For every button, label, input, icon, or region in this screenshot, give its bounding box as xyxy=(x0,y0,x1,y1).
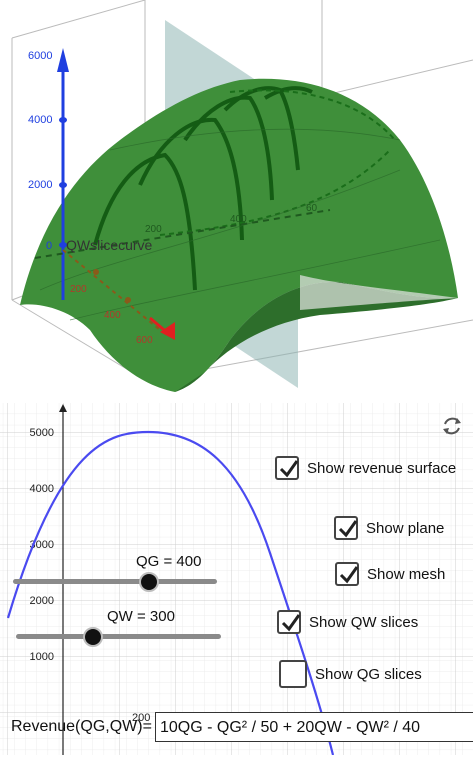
2d-graphics-view[interactable]: 5000 4000 3000 2000 1000 200 xyxy=(0,403,473,756)
z-tick-label: 0 xyxy=(46,240,52,252)
3d-scene: 6000 4000 2000 0 200 400 600 200 400 60 … xyxy=(11,0,473,392)
checkbox-label: Show revenue surface xyxy=(307,459,457,477)
y-tick-label: 400 xyxy=(230,214,247,225)
qw-slider-track[interactable] xyxy=(16,634,221,639)
checkbox-box[interactable] xyxy=(275,456,299,480)
x-tick-label: 400 xyxy=(104,310,121,321)
qg-slider-track[interactable] xyxy=(13,579,217,584)
checkbox-show-qw-slices[interactable]: Show QW slices xyxy=(277,610,418,634)
checkbox-label: Show mesh xyxy=(367,565,446,583)
checkbox-show-plane[interactable]: Show plane xyxy=(334,516,444,540)
x-axis-ticks xyxy=(93,269,131,303)
checkbox-label: Show QG slices xyxy=(315,665,422,683)
refresh-icon[interactable] xyxy=(440,414,464,438)
function-input[interactable]: 10QG - QG² / 50 + 20QW - QW² / 40 xyxy=(155,712,473,742)
x-tick-label: 200 xyxy=(70,284,87,295)
y-axis-dashed xyxy=(34,209,331,259)
view-divider[interactable] xyxy=(0,393,473,403)
z-axis-ticks xyxy=(59,117,67,248)
z-tick-label: 2000 xyxy=(28,179,52,191)
checkbox-box[interactable] xyxy=(277,610,301,634)
check-icon xyxy=(338,520,358,538)
check-icon xyxy=(281,614,301,632)
hidden-slice-curves xyxy=(159,89,396,236)
y-tick-label: 4000 xyxy=(30,483,54,495)
checkbox-show-qg-slices[interactable]: Show QG slices xyxy=(279,660,422,688)
checkbox-box[interactable] xyxy=(279,660,307,688)
input-bar: Revenue(QG,QW)= 10QG - QG² / 50 + 20QW -… xyxy=(0,712,473,742)
y-tick-label: 1000 xyxy=(30,651,54,663)
qw-slice-curves xyxy=(93,86,313,291)
input-label: Revenue(QG,QW)= xyxy=(11,718,152,735)
checkbox-box[interactable] xyxy=(335,562,359,586)
check-icon xyxy=(279,460,299,478)
x-axis-arrow xyxy=(160,322,175,340)
checkbox-show-mesh[interactable]: Show mesh xyxy=(335,562,445,586)
curve-label: QWslicecurve xyxy=(66,237,153,253)
qw-slider-label: QW = 300 xyxy=(107,608,175,625)
surface-mesh xyxy=(39,128,441,321)
x-axis-dashed xyxy=(62,249,161,331)
checkbox-box[interactable] xyxy=(334,516,358,540)
revenue-surface xyxy=(20,78,458,392)
y-tick-label: 200 xyxy=(145,224,162,235)
surface-shadow xyxy=(300,275,458,310)
x-tick-label: 200 xyxy=(132,712,150,724)
z-tick-label: 4000 xyxy=(28,114,52,126)
y-tick-label: 60 xyxy=(306,203,318,214)
qg-slider-label: QG = 400 xyxy=(136,553,202,570)
z-tick-label: 6000 xyxy=(28,50,52,62)
check-icon xyxy=(339,566,359,584)
y-tick-label: 2000 xyxy=(30,595,54,607)
3d-graphics-view[interactable]: 6000 4000 2000 0 200 400 600 200 400 60 … xyxy=(0,0,473,393)
y-tick-label: 3000 xyxy=(30,539,54,551)
x-tick-label: 600 xyxy=(136,335,153,346)
qg-slider-knob[interactable] xyxy=(139,572,159,592)
z-axis-arrow xyxy=(57,48,69,72)
qw-slider-knob[interactable] xyxy=(82,627,103,647)
checkbox-label: Show QW slices xyxy=(309,613,419,631)
checkbox-label: Show plane xyxy=(366,519,445,537)
y-axis-arrow xyxy=(59,404,67,412)
y-tick-label: 5000 xyxy=(30,427,54,439)
checkbox-show-revenue-surface[interactable]: Show revenue surface xyxy=(275,456,456,480)
